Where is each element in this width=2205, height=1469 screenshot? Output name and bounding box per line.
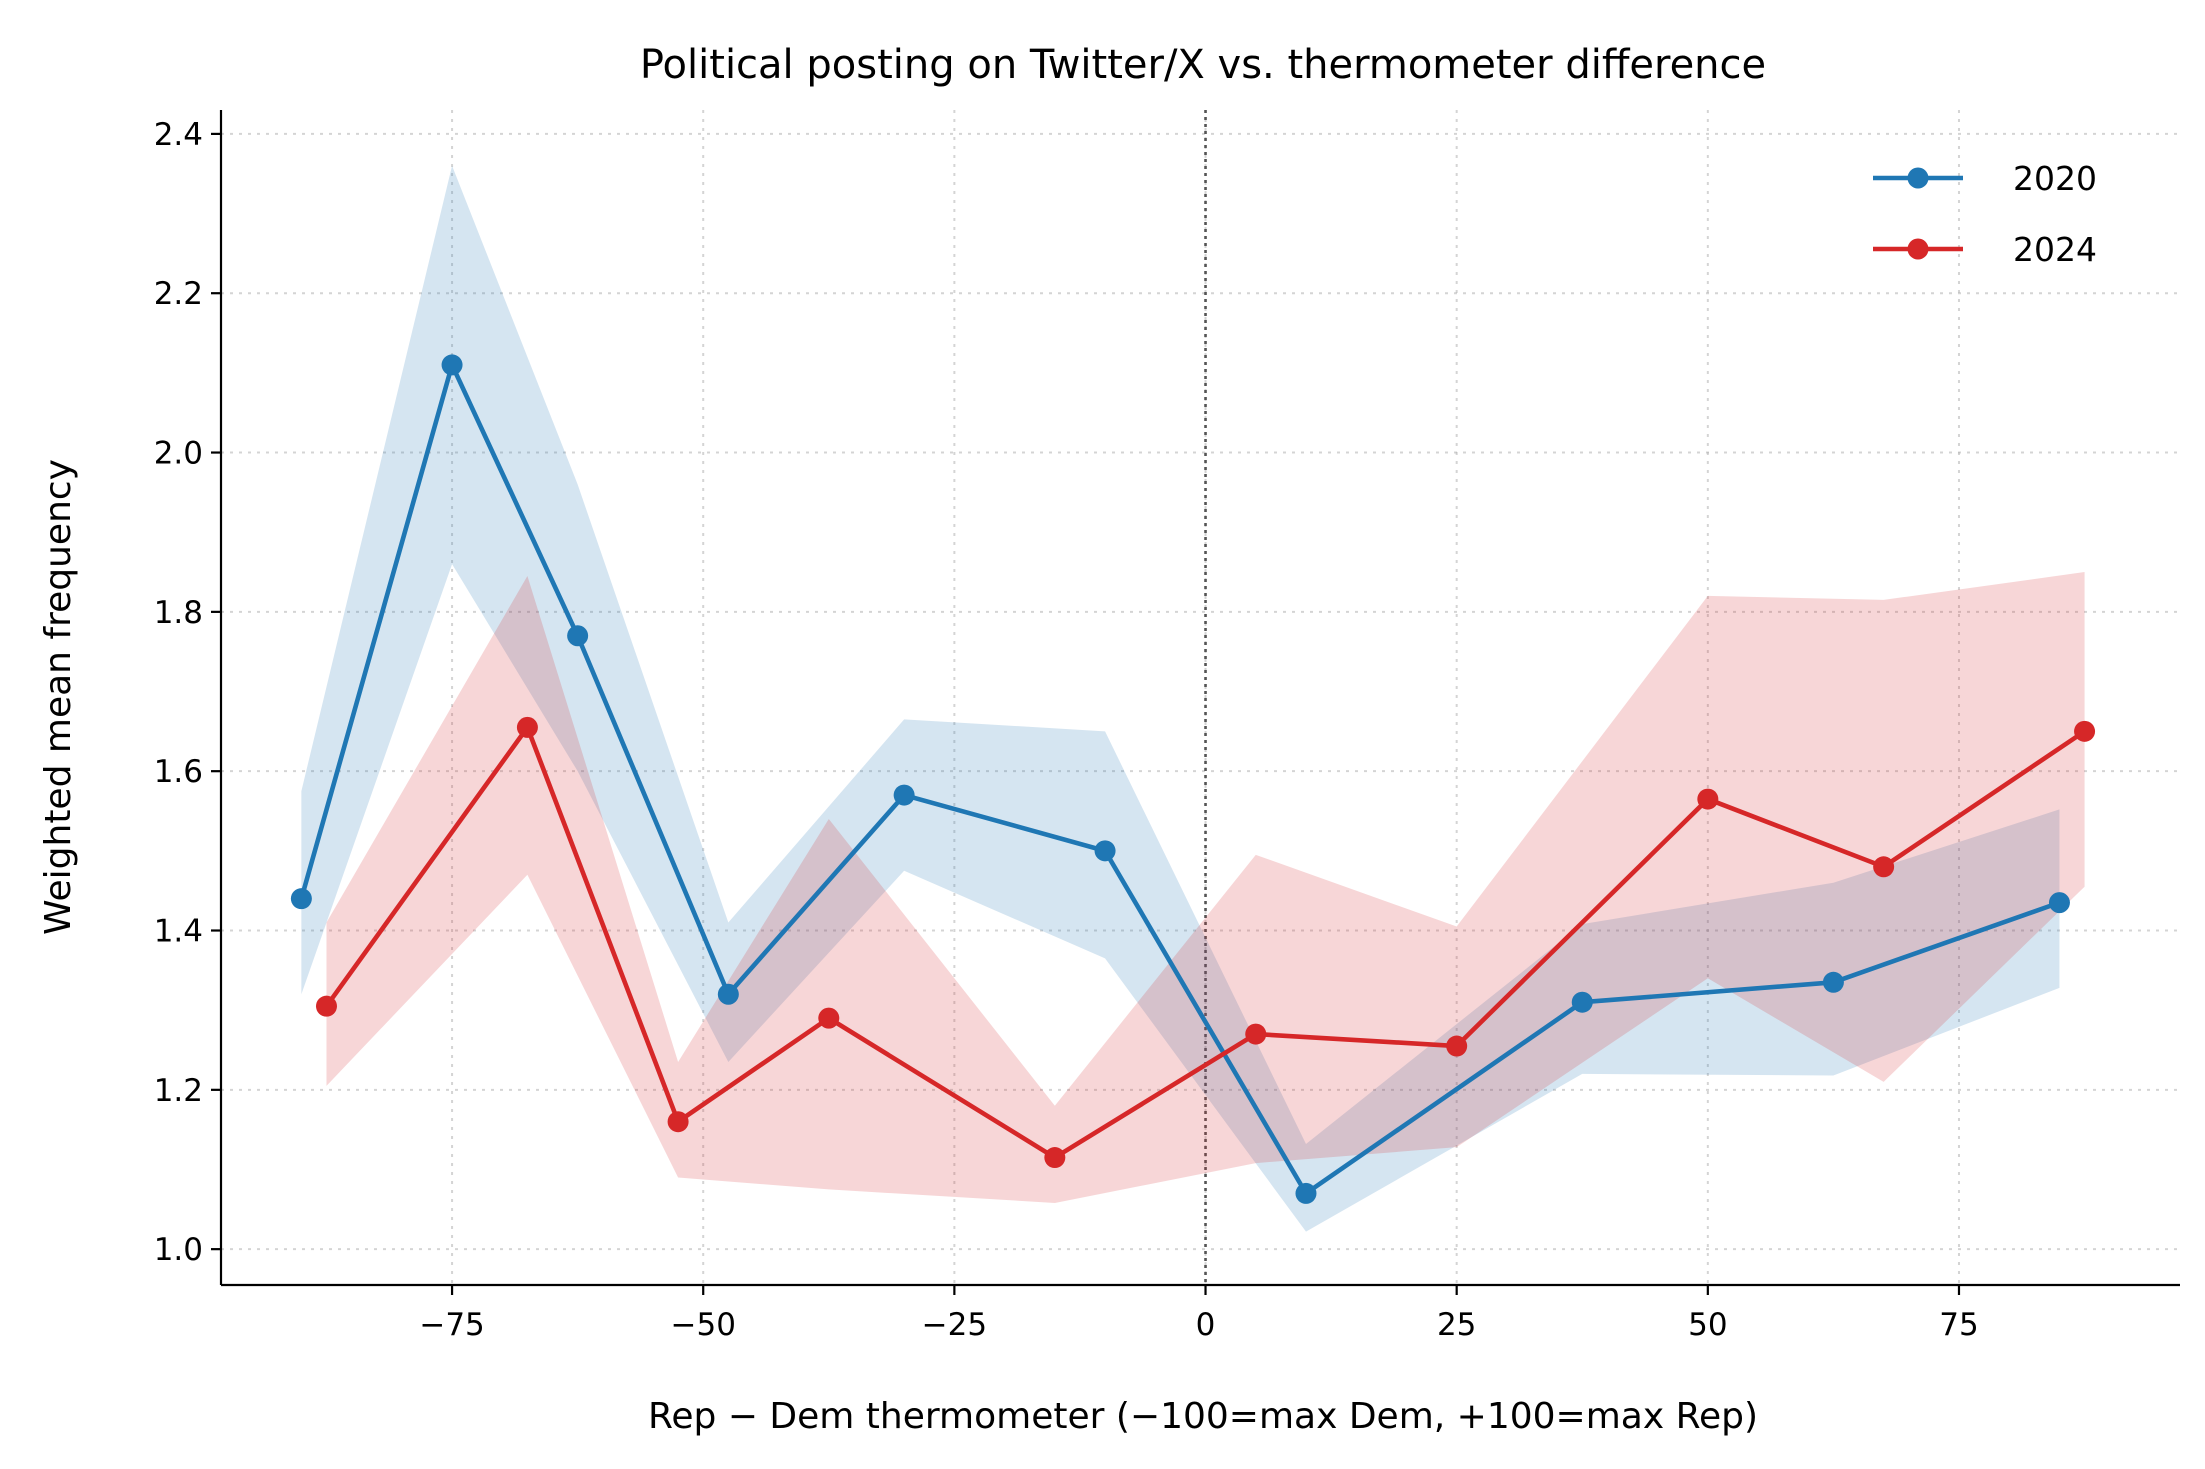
- y-tick-label: 1.2: [154, 1073, 203, 1109]
- y-axis-label: Weighted mean frequency: [38, 459, 79, 935]
- data-point-2024: [1697, 788, 1719, 810]
- data-point-2024: [1044, 1147, 1066, 1169]
- data-point-2024: [818, 1007, 840, 1029]
- x-tick-label: 75: [1939, 1307, 1978, 1343]
- grid: [221, 110, 2180, 1285]
- data-point-2024: [1446, 1035, 1468, 1057]
- y-tick-label: 1.4: [154, 914, 203, 950]
- data-point-2020: [1822, 971, 1844, 993]
- data-point-2020: [567, 625, 589, 647]
- confidence-band-2020: [301, 165, 2060, 1232]
- data-point-2020: [717, 983, 739, 1005]
- x-tick-label: −25: [922, 1307, 987, 1343]
- y-tick-label: 1.6: [154, 754, 203, 790]
- x-tick-label: 25: [1437, 1307, 1476, 1343]
- legend-marker-2020: [1907, 167, 1929, 189]
- legend-marker-2024: [1907, 238, 1929, 260]
- series-line-2020: [299, 362, 2061, 1196]
- y-tick-label: 1.0: [154, 1232, 203, 1268]
- data-point-2020: [893, 784, 915, 806]
- data-point-2024: [667, 1111, 689, 1133]
- data-point-2020: [1094, 840, 1116, 862]
- y-tick-label: 2.0: [154, 436, 203, 472]
- x-tick-label: −50: [671, 1307, 736, 1343]
- chart-title: Political posting on Twitter/X vs. therm…: [640, 42, 1766, 88]
- data-point-2020: [2048, 892, 2070, 914]
- data-point-2024: [1873, 856, 1895, 878]
- y-tick-label: 1.8: [154, 595, 203, 631]
- data-point-2024: [1245, 1023, 1267, 1045]
- y-tick-label: 2.4: [154, 117, 203, 153]
- data-point-2024: [315, 995, 337, 1017]
- y-axis-ticks: 1.0 1.2 1.4 1.6 1.8 2.0 2.2 2.4: [154, 117, 221, 1268]
- y-tick-label: 2.2: [154, 276, 203, 312]
- data-point-2020: [1571, 991, 1593, 1013]
- legend: 2020 2024: [1873, 159, 2097, 269]
- series-points: [290, 354, 2096, 1204]
- data-point-2020: [441, 354, 463, 376]
- x-tick-label: 50: [1688, 1307, 1727, 1343]
- x-axis-ticks: −75 −50 −25 0 25 50 75: [419, 1285, 1979, 1343]
- series-line-2024: [324, 725, 2086, 1160]
- x-tick-label: −75: [419, 1307, 484, 1343]
- confidence-bands: [301, 165, 2085, 1232]
- data-point-2020: [290, 888, 312, 910]
- data-point-2024: [2074, 720, 2096, 742]
- x-axis-label: Rep − Dem thermometer (−100=max Dem, +10…: [648, 1396, 1758, 1437]
- legend-label-2020: 2020: [2013, 159, 2097, 198]
- series-lines: [299, 362, 2086, 1196]
- data-point-2024: [516, 716, 538, 738]
- confidence-band-2024: [326, 572, 2085, 1203]
- x-tick-label: 0: [1196, 1307, 1216, 1343]
- legend-label-2024: 2024: [2013, 230, 2097, 269]
- data-point-2020: [1295, 1182, 1317, 1204]
